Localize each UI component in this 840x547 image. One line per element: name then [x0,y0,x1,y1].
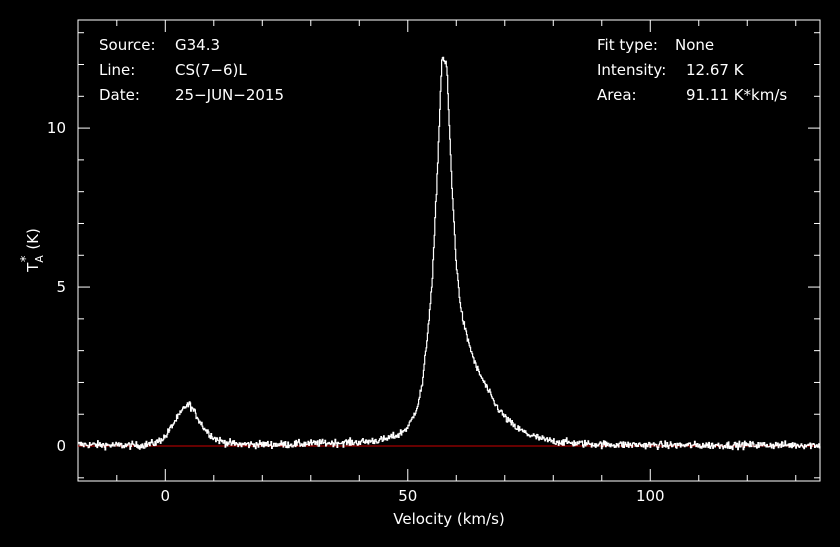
spectrum-line [78,56,821,451]
x-tick-label: 50 [398,487,417,505]
y-axis-label-sup: * [19,255,34,262]
svg-text:TA*(K): TA* (K) [19,228,46,273]
date-value: 25−JUN−2015 [175,86,284,104]
source-value: G34.3 [175,36,220,54]
y-axis-label: TA* (K) [19,228,46,273]
line-label: Line: [99,61,135,79]
y-axis-label-sub: A [33,255,46,263]
intensity-label: Intensity: [597,61,666,79]
y-tick-label: 10 [47,119,66,137]
intensity-value: 12.67 K [686,61,745,79]
axis-tick-labels: 0 50 100 0 5 10 [47,119,665,505]
fit-type-value: None [675,36,714,54]
y-axis-label-unit: (K) [24,228,42,250]
x-tick-label: 100 [636,487,665,505]
x-tick-label: 0 [161,487,171,505]
x-axis-label: Velocity (km/s) [393,510,504,528]
line-value: CS(7−6)L [175,61,247,79]
axis-ticks [78,20,820,481]
area-label: Area: [597,86,637,104]
y-tick-label: 0 [56,437,66,455]
y-tick-label: 5 [56,278,66,296]
date-label: Date: [99,86,140,104]
plot-frame [77,19,821,482]
y-axis-label-main: T [24,262,42,273]
fit-type-label: Fit type: [597,36,658,54]
area-value: 91.11 K*km/s [686,86,787,104]
source-label: Source: [99,36,156,54]
